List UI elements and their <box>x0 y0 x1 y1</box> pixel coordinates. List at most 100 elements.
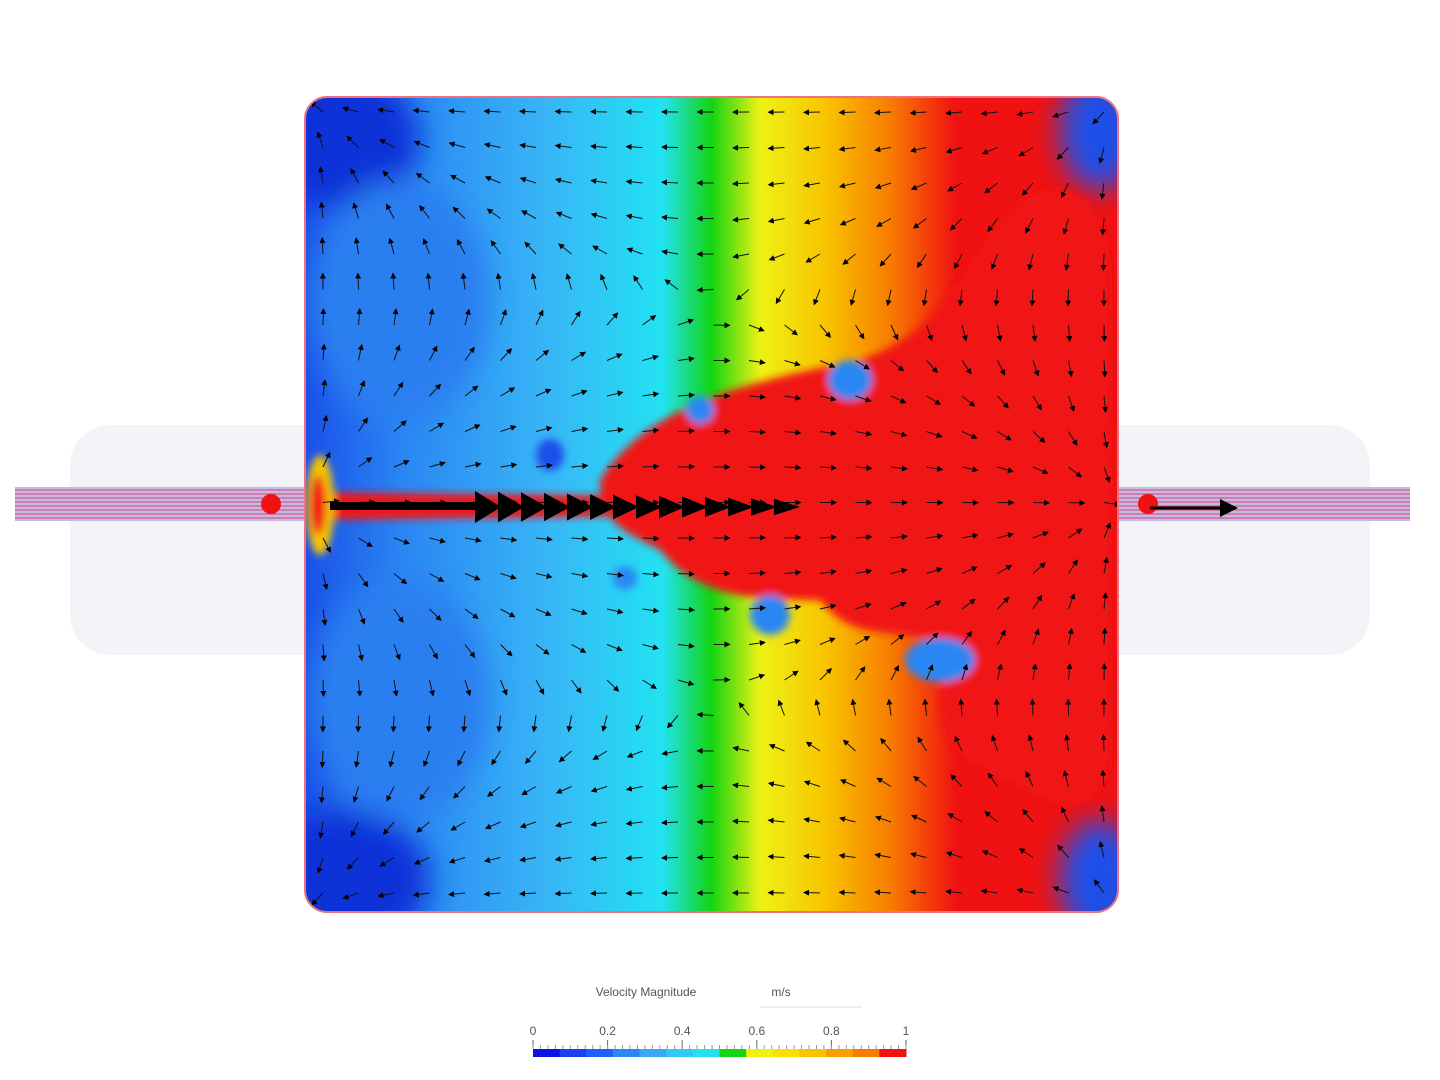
vector-glyphs <box>309 101 1118 906</box>
vector <box>993 698 1000 716</box>
vector <box>981 147 998 155</box>
vector <box>642 535 660 542</box>
vector <box>464 424 481 432</box>
vector <box>1103 556 1109 574</box>
vector <box>784 429 802 436</box>
vector <box>388 237 395 255</box>
jet-arrow <box>498 491 524 523</box>
vector <box>625 785 643 792</box>
vector <box>429 644 438 660</box>
vector <box>1025 218 1034 234</box>
vector <box>921 289 928 307</box>
vector <box>342 892 359 900</box>
vector <box>377 107 395 114</box>
vector <box>535 309 544 326</box>
vector <box>732 854 750 861</box>
vector <box>855 602 872 610</box>
vector <box>855 465 873 472</box>
vector <box>926 431 943 438</box>
vector <box>819 603 837 610</box>
vector <box>495 272 502 290</box>
vector <box>855 324 865 340</box>
vector <box>803 181 821 188</box>
vector <box>874 889 892 896</box>
vector <box>1103 522 1111 539</box>
vector <box>777 699 785 716</box>
vector <box>1064 734 1071 752</box>
vector <box>1025 771 1034 787</box>
vector <box>748 605 766 612</box>
vector <box>784 464 802 471</box>
domain-outline <box>304 96 1119 913</box>
vector <box>565 273 572 290</box>
vector <box>500 608 516 618</box>
vector <box>784 534 802 541</box>
vector <box>413 857 430 865</box>
vector <box>535 462 553 469</box>
vector <box>535 644 550 655</box>
vector <box>696 286 714 293</box>
vector <box>1063 253 1070 271</box>
vector <box>571 426 589 433</box>
vector <box>448 857 466 864</box>
vector <box>606 571 624 578</box>
jet-arrow <box>659 495 685 519</box>
vector <box>393 344 401 361</box>
vector <box>464 644 476 659</box>
vector <box>814 699 821 716</box>
vector <box>879 253 892 267</box>
vector <box>1068 466 1082 478</box>
vector <box>626 750 643 758</box>
vector <box>855 568 873 575</box>
vector <box>748 640 766 646</box>
vector <box>945 147 963 154</box>
outlet-node <box>1138 494 1158 514</box>
vector <box>358 380 366 397</box>
vector <box>926 395 942 405</box>
vector <box>993 289 1000 307</box>
vector <box>388 750 395 768</box>
color-band <box>879 1049 907 1057</box>
vector <box>984 811 998 823</box>
vector <box>452 206 466 219</box>
vector <box>1032 594 1043 610</box>
vector <box>926 465 944 472</box>
color-band <box>533 1049 561 1057</box>
vector <box>1102 395 1109 413</box>
vector <box>890 465 908 472</box>
vector <box>1099 805 1106 823</box>
vector <box>1068 499 1086 506</box>
vector <box>419 786 430 801</box>
vector <box>784 670 799 681</box>
vector <box>803 889 821 896</box>
vector <box>635 715 643 732</box>
outlet-pipe <box>1118 487 1410 521</box>
color-bar <box>533 1049 907 1057</box>
vector <box>876 218 892 227</box>
vector <box>842 253 856 265</box>
vector <box>890 634 905 645</box>
vector <box>997 629 1006 645</box>
vector <box>1056 147 1069 160</box>
vector <box>342 106 359 113</box>
tick-label: 0.6 <box>748 1024 765 1038</box>
vector <box>838 182 856 189</box>
vector <box>500 308 508 326</box>
vector <box>390 715 397 733</box>
vector <box>500 348 513 361</box>
vector <box>748 324 765 332</box>
vector <box>521 210 537 219</box>
vector <box>926 360 938 374</box>
vector <box>316 857 324 874</box>
vector <box>606 644 623 652</box>
vector <box>1098 147 1105 164</box>
vector <box>1068 559 1078 574</box>
vector <box>732 745 750 752</box>
vector <box>321 608 328 626</box>
vector <box>1093 879 1105 894</box>
vector <box>429 461 446 468</box>
vector <box>357 343 364 361</box>
vector <box>1016 887 1034 894</box>
vector <box>890 533 908 540</box>
vector <box>890 360 905 372</box>
